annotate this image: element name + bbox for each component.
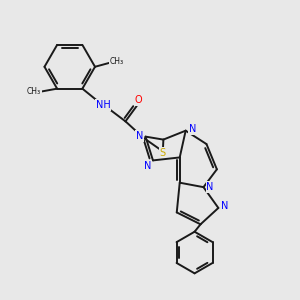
Text: N: N — [136, 131, 143, 141]
Text: O: O — [134, 95, 142, 105]
Text: N: N — [206, 182, 214, 192]
Text: N: N — [144, 161, 151, 171]
Text: N: N — [221, 202, 229, 212]
Text: N: N — [188, 124, 196, 134]
Text: NH: NH — [96, 100, 111, 110]
Text: CH₃: CH₃ — [110, 57, 124, 66]
Text: CH₃: CH₃ — [27, 87, 41, 96]
Text: S: S — [160, 148, 166, 158]
